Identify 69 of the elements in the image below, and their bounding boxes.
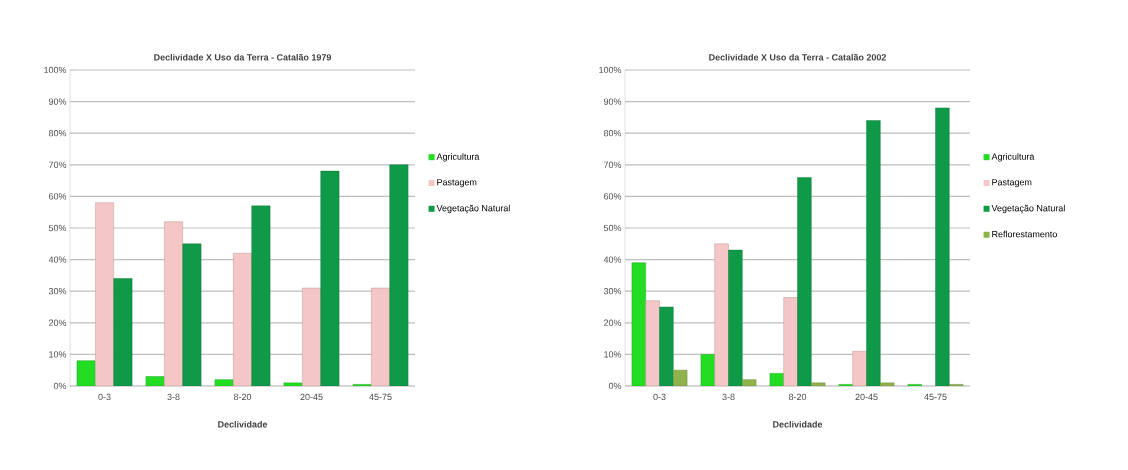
y-tick-label: 50% <box>48 224 67 232</box>
bar <box>113 278 133 386</box>
y-tick-label: 10% <box>49 351 67 358</box>
bar <box>214 379 234 386</box>
y-tick-label: 0% <box>608 382 622 390</box>
y-tick-label: 50% <box>603 224 622 232</box>
chart-title: Declividade X Uso da Terra - Catalão 2002 <box>709 53 886 61</box>
y-tick-label: 60% <box>604 193 622 200</box>
x-tick-label: 20-45 <box>300 393 323 401</box>
bar <box>283 382 303 386</box>
x-tick-label: 8-20 <box>233 393 252 401</box>
bar <box>251 205 271 386</box>
y-tick-label: 70% <box>49 161 67 168</box>
legend-label: Reflorestamento <box>992 230 1057 238</box>
bar <box>233 253 252 386</box>
bar <box>182 243 202 386</box>
x-tick-label: 45-75 <box>924 393 947 401</box>
bar <box>769 373 784 386</box>
legend-label: Vegetação Natural <box>436 204 510 214</box>
bar <box>631 262 646 386</box>
x-axis-title: Declividade <box>773 420 823 428</box>
x-tick-label: 45-75 <box>369 393 392 401</box>
y-tick-label: 40% <box>603 256 622 263</box>
y-tick-label: 80% <box>603 130 622 137</box>
bar <box>797 177 812 386</box>
bar <box>320 170 340 386</box>
y-tick-label: 90% <box>48 98 67 105</box>
x-tick-label: 3-8 <box>167 393 180 401</box>
y-tick-label: 20% <box>604 319 622 326</box>
x-tick-label: 20-45 <box>855 393 878 401</box>
bar <box>700 354 715 386</box>
y-tick-label: 70% <box>604 161 622 168</box>
y-tick-label: 10% <box>604 351 622 358</box>
bar <box>714 243 729 386</box>
bar <box>659 306 674 386</box>
x-tick-label: 3-8 <box>722 393 735 401</box>
bar <box>783 297 798 386</box>
bar <box>302 287 321 386</box>
y-tick-label: 0% <box>53 382 67 390</box>
y-tick-label: 90% <box>603 98 622 105</box>
bar <box>145 376 165 386</box>
x-tick-label: 0-3 <box>653 393 666 401</box>
y-tick-label: 30% <box>48 288 67 295</box>
legend-label: Vegetação Natural <box>991 204 1065 214</box>
y-tick-label: 30% <box>603 288 622 295</box>
bar <box>371 287 390 386</box>
legend-label: Agricultura <box>991 153 1035 162</box>
chart-title: Declividade X Uso da Terra - Catalão 1979 <box>154 53 332 61</box>
legend-label: Agricultura <box>436 153 480 162</box>
bar <box>645 300 660 386</box>
y-tick-label: 100% <box>599 66 622 74</box>
x-tick-label: 0-3 <box>98 393 111 401</box>
bar <box>866 120 881 386</box>
bar <box>935 107 950 386</box>
bar <box>728 249 743 386</box>
bar <box>95 202 114 386</box>
bar <box>852 351 867 386</box>
bar <box>76 360 96 386</box>
legend-label: Pastagem <box>437 179 477 188</box>
y-tick-label: 40% <box>48 256 67 263</box>
bar <box>389 164 409 386</box>
legend-label: Pastagem <box>992 179 1032 188</box>
x-axis-title: Declividade <box>218 420 268 428</box>
y-tick-label: 60% <box>49 193 67 200</box>
bar <box>164 221 183 386</box>
x-tick-label: 8-20 <box>788 393 807 401</box>
y-tick-label: 20% <box>49 319 67 326</box>
y-tick-label: 80% <box>48 130 67 137</box>
y-tick-label: 100% <box>44 66 67 74</box>
